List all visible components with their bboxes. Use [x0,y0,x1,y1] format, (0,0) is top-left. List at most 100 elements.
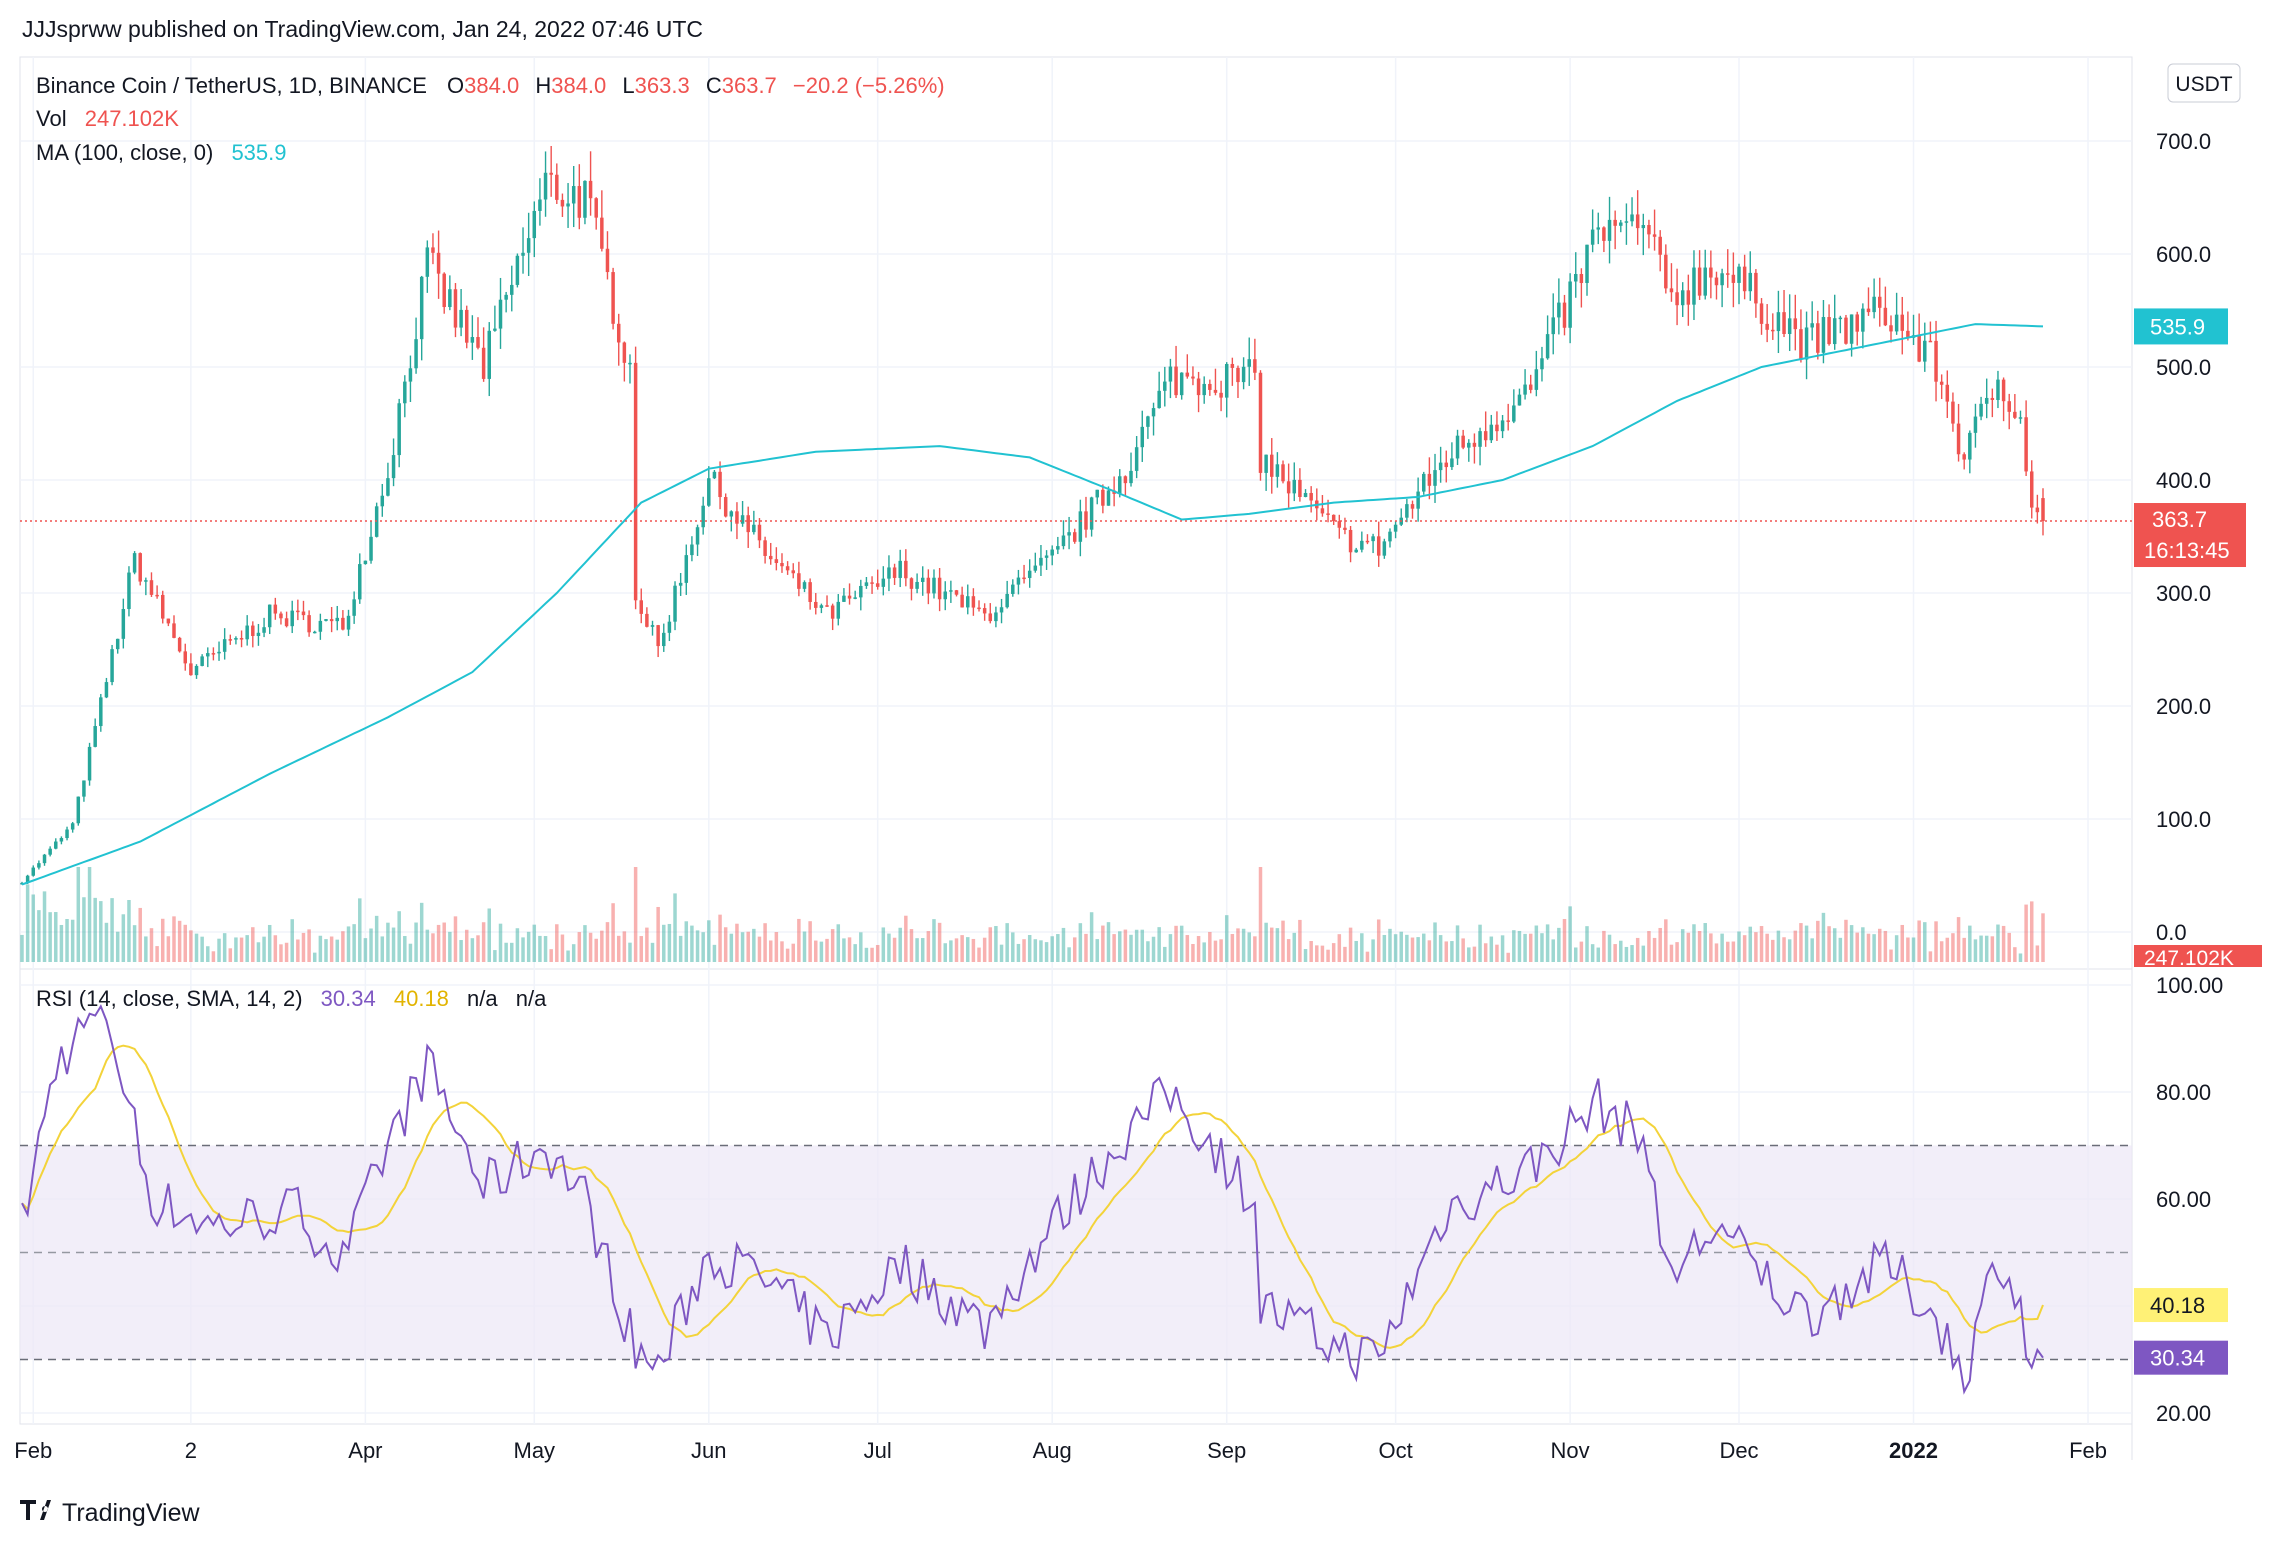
volume-bar [442,922,446,962]
volume-bar [464,929,469,962]
volume-bar [1607,934,1612,962]
volume-bar [70,919,75,962]
candle-body [1996,379,2000,400]
volume-bar [875,944,880,962]
volume-bar [1765,933,1769,962]
volume-bar [352,924,356,962]
volume-bar [1709,933,1713,962]
candle-body [1016,577,1021,585]
candle-body [662,632,666,647]
candle-body [1281,464,1285,482]
time-axis-label: Aug [1033,1438,1072,1463]
volume-bar [645,927,649,962]
volume-bar [301,932,306,962]
volume-bar [1348,927,1353,962]
volume-bar [358,898,362,962]
candle-body [1838,317,1843,320]
candle-body [555,174,559,200]
candle-body [1455,435,1460,459]
candle-body [1011,584,1015,594]
time-axis-label: 2 [185,1438,197,1463]
candle-body [99,697,103,727]
candle-body [994,612,998,622]
candle-body [1219,392,1223,398]
rsi-badge-text: 30.34 [2150,1346,2205,1371]
candle-body [453,289,458,328]
candle-body [909,578,914,589]
candle-body [76,796,81,824]
volume-bar [1557,927,1561,962]
candle-body [999,607,1004,613]
candle-body [521,252,525,256]
candle-body [1759,303,1764,324]
candle-body [1968,432,1972,460]
candle-body [1247,359,1251,367]
candle-body [155,594,159,597]
volume-bar [493,950,497,962]
volume-bar [735,923,739,962]
candle-body [1129,470,1133,484]
volume-bar [1838,937,1843,962]
volume-bar [1067,947,1071,962]
candle-body [1236,367,1240,383]
volume-bar [1095,939,1099,962]
volume-bar [1112,934,1116,962]
volume-bar [600,930,604,962]
candle-body [425,247,430,277]
volume-bar [1258,867,1263,962]
legend-rsi-sma-value: 40.18 [394,986,449,1011]
volume-bar [307,929,311,962]
volume-bar [1303,949,1308,962]
candle-body [48,848,52,855]
volume-bar [1376,919,1381,962]
candle-body [1061,535,1066,547]
candle-body [1157,390,1161,409]
rsi-badge [2134,1340,2228,1375]
candle-body [1005,593,1009,608]
candle-body [403,381,407,404]
volume-bar [1545,924,1550,962]
volume-bar [1405,934,1409,962]
candle-body [1179,372,1184,396]
volume-bar [1399,931,1403,962]
candle-body [1275,464,1280,477]
volume-bar [1202,942,1206,962]
volume-bar [1343,946,1347,962]
candle-body [836,601,841,619]
candle-body [267,604,272,628]
candle-body [177,637,182,652]
volume-bar [1005,923,1009,962]
volume-bar [42,891,47,962]
volume-bar [1669,944,1674,962]
candle-body [1039,557,1043,566]
volume-bar [1877,928,1882,962]
volume-bar [1799,923,1803,962]
volume-bar [1444,941,1449,962]
volume-bar [1664,919,1668,962]
candle-body [1517,394,1522,406]
candle-body [1140,426,1145,448]
volume-bar [110,898,114,962]
candle-body [318,620,323,632]
currency-button[interactable] [2167,63,2241,103]
candle-body [1939,381,1944,385]
volume-bar [296,939,300,962]
legend-symbol: Binance Coin / TetherUS, 1D, BINANCE [36,73,427,98]
volume-bar [543,936,548,962]
volume-bar [2013,947,2017,962]
candle-body [1782,312,1786,335]
candle-body [2035,507,2040,513]
volume-bar [538,935,542,962]
volume-bar [2041,913,2045,962]
volume-bar [504,942,508,962]
volume-bar [1382,934,1387,962]
volume-bar [1168,934,1173,962]
volume-bar [1134,929,1139,962]
candle-body [1253,359,1257,373]
volume-bar [1855,932,1859,962]
candle-body [1196,378,1201,396]
volume-bar [622,931,627,962]
volume-bar [425,929,430,962]
volume-bar [904,915,908,962]
candle-body [1303,492,1308,497]
